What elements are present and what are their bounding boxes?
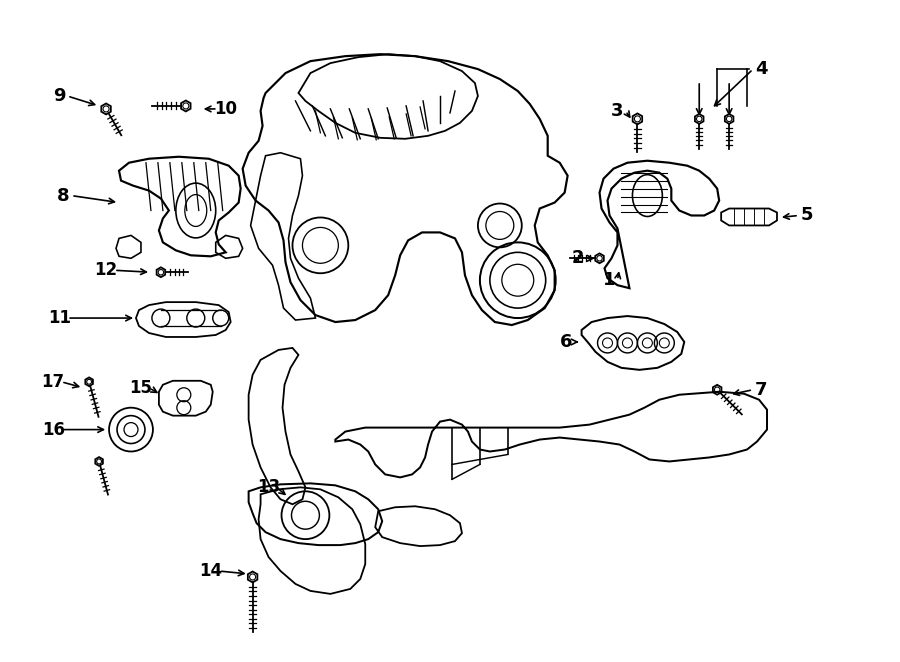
Text: 13: 13 <box>257 479 280 496</box>
Text: 16: 16 <box>41 420 65 439</box>
Text: 6: 6 <box>560 333 572 351</box>
Text: 7: 7 <box>755 381 768 399</box>
Text: 4: 4 <box>755 60 768 78</box>
Text: 11: 11 <box>48 309 71 327</box>
Text: 15: 15 <box>130 379 152 397</box>
Text: 1: 1 <box>603 271 616 289</box>
Text: 14: 14 <box>199 562 222 580</box>
Text: 17: 17 <box>41 373 65 391</box>
Text: 9: 9 <box>53 87 66 105</box>
Text: 2: 2 <box>572 250 584 267</box>
Text: 5: 5 <box>801 207 813 224</box>
Text: 10: 10 <box>214 100 238 118</box>
Text: 12: 12 <box>94 261 118 279</box>
Text: 3: 3 <box>611 102 624 120</box>
Text: 8: 8 <box>57 187 69 205</box>
